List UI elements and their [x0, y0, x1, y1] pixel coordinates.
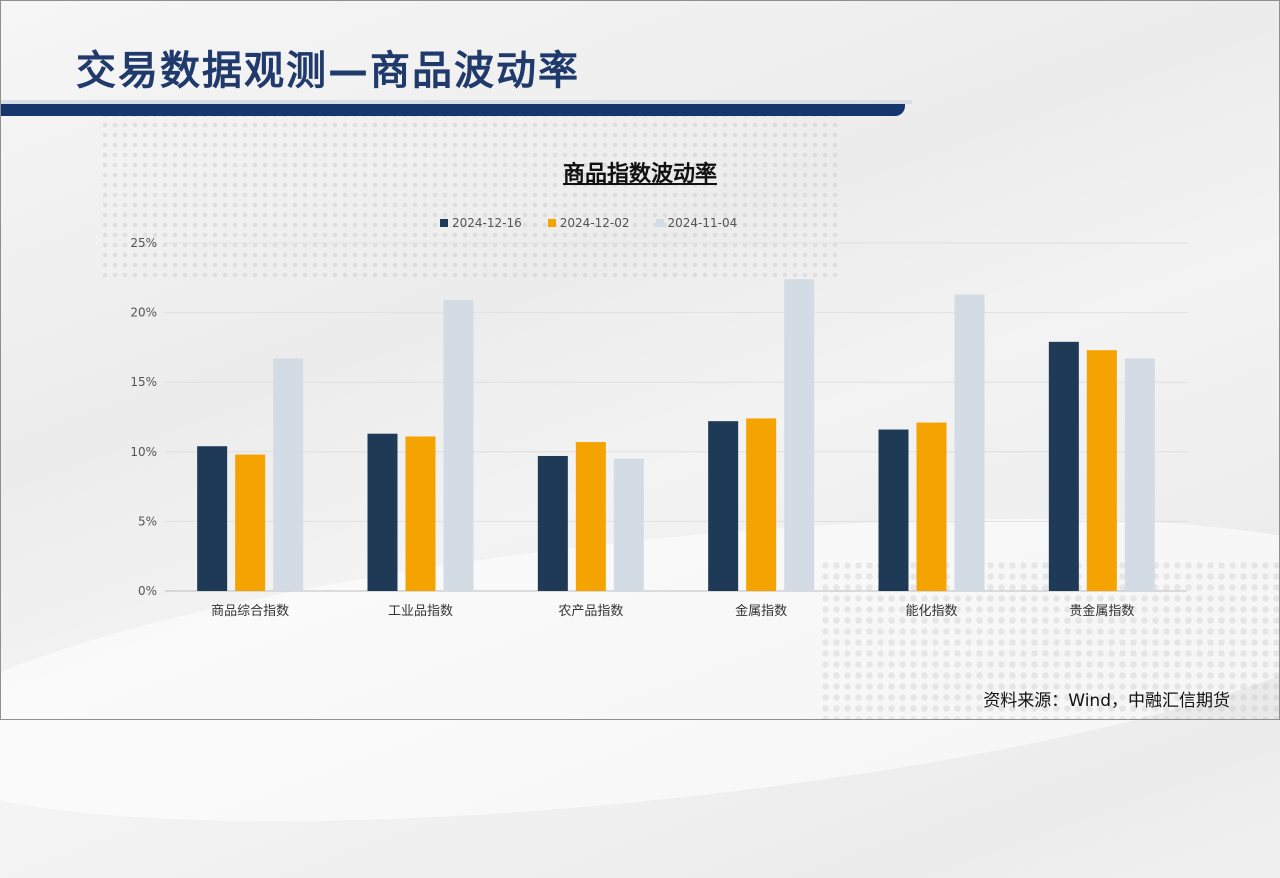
legend-item-series-3: 2024-11-04 — [655, 216, 738, 230]
background-world-map-dots — [100, 100, 840, 280]
chart-legend: 2024-12-16 2024-12-02 2024-11-04 — [440, 216, 737, 230]
legend-item-series-1: 2024-12-16 — [440, 216, 522, 230]
title-underline-light — [0, 100, 912, 104]
bar — [878, 429, 909, 591]
legend-label-series-1: 2024-12-16 — [452, 216, 522, 230]
bar — [916, 422, 947, 591]
bar — [367, 433, 398, 591]
bar — [443, 300, 474, 591]
y-tick-label: 10% — [130, 445, 157, 459]
bar — [537, 455, 568, 591]
x-tick-label: 贵金属指数 — [1069, 603, 1134, 619]
source-note: 资料来源：Wind，中融汇信期货 — [983, 691, 1230, 711]
bar — [954, 294, 985, 591]
bar — [613, 458, 644, 591]
bar — [1124, 358, 1155, 591]
bar — [1086, 350, 1117, 591]
y-tick-label: 20% — [130, 306, 157, 320]
x-tick-label: 能化指数 — [905, 604, 957, 619]
bar — [235, 454, 266, 591]
bar — [708, 421, 739, 591]
y-tick-label: 5% — [138, 514, 157, 528]
x-tick-label: 商品综合指数 — [211, 604, 289, 619]
x-tick-label: 农产品指数 — [558, 604, 623, 619]
bar — [746, 418, 777, 591]
bar — [405, 436, 436, 591]
legend-swatch-series-1 — [440, 219, 448, 227]
bar — [784, 279, 815, 591]
bar — [575, 442, 606, 591]
bar — [197, 446, 228, 591]
legend-label-series-3: 2024-11-04 — [667, 216, 738, 230]
y-tick-label: 0% — [138, 584, 157, 598]
chart-title: 商品指数波动率 — [562, 162, 717, 187]
title-underline-bar — [0, 104, 905, 116]
y-tick-label: 25% — [130, 236, 157, 250]
bar — [1048, 341, 1079, 591]
bar-chart: 0% 5% 10% 15% 20% 25% 商品综合指数 工业品指数 农产品指数 金属指数 能化指数… — [130, 236, 1187, 619]
legend-swatch-series-2 — [547, 219, 556, 227]
legend-item-series-2: 2024-12-02 — [547, 216, 630, 230]
page-title: 交易数据观测—商品波动率 — [76, 48, 580, 94]
x-tick-label: 金属指数 — [735, 603, 787, 619]
y-tick-label: 15% — [130, 375, 157, 389]
legend-swatch-series-3 — [655, 219, 664, 227]
legend-label-series-2: 2024-12-02 — [559, 216, 630, 230]
x-tick-label: 工业品指数 — [388, 604, 453, 619]
bar — [273, 358, 304, 591]
